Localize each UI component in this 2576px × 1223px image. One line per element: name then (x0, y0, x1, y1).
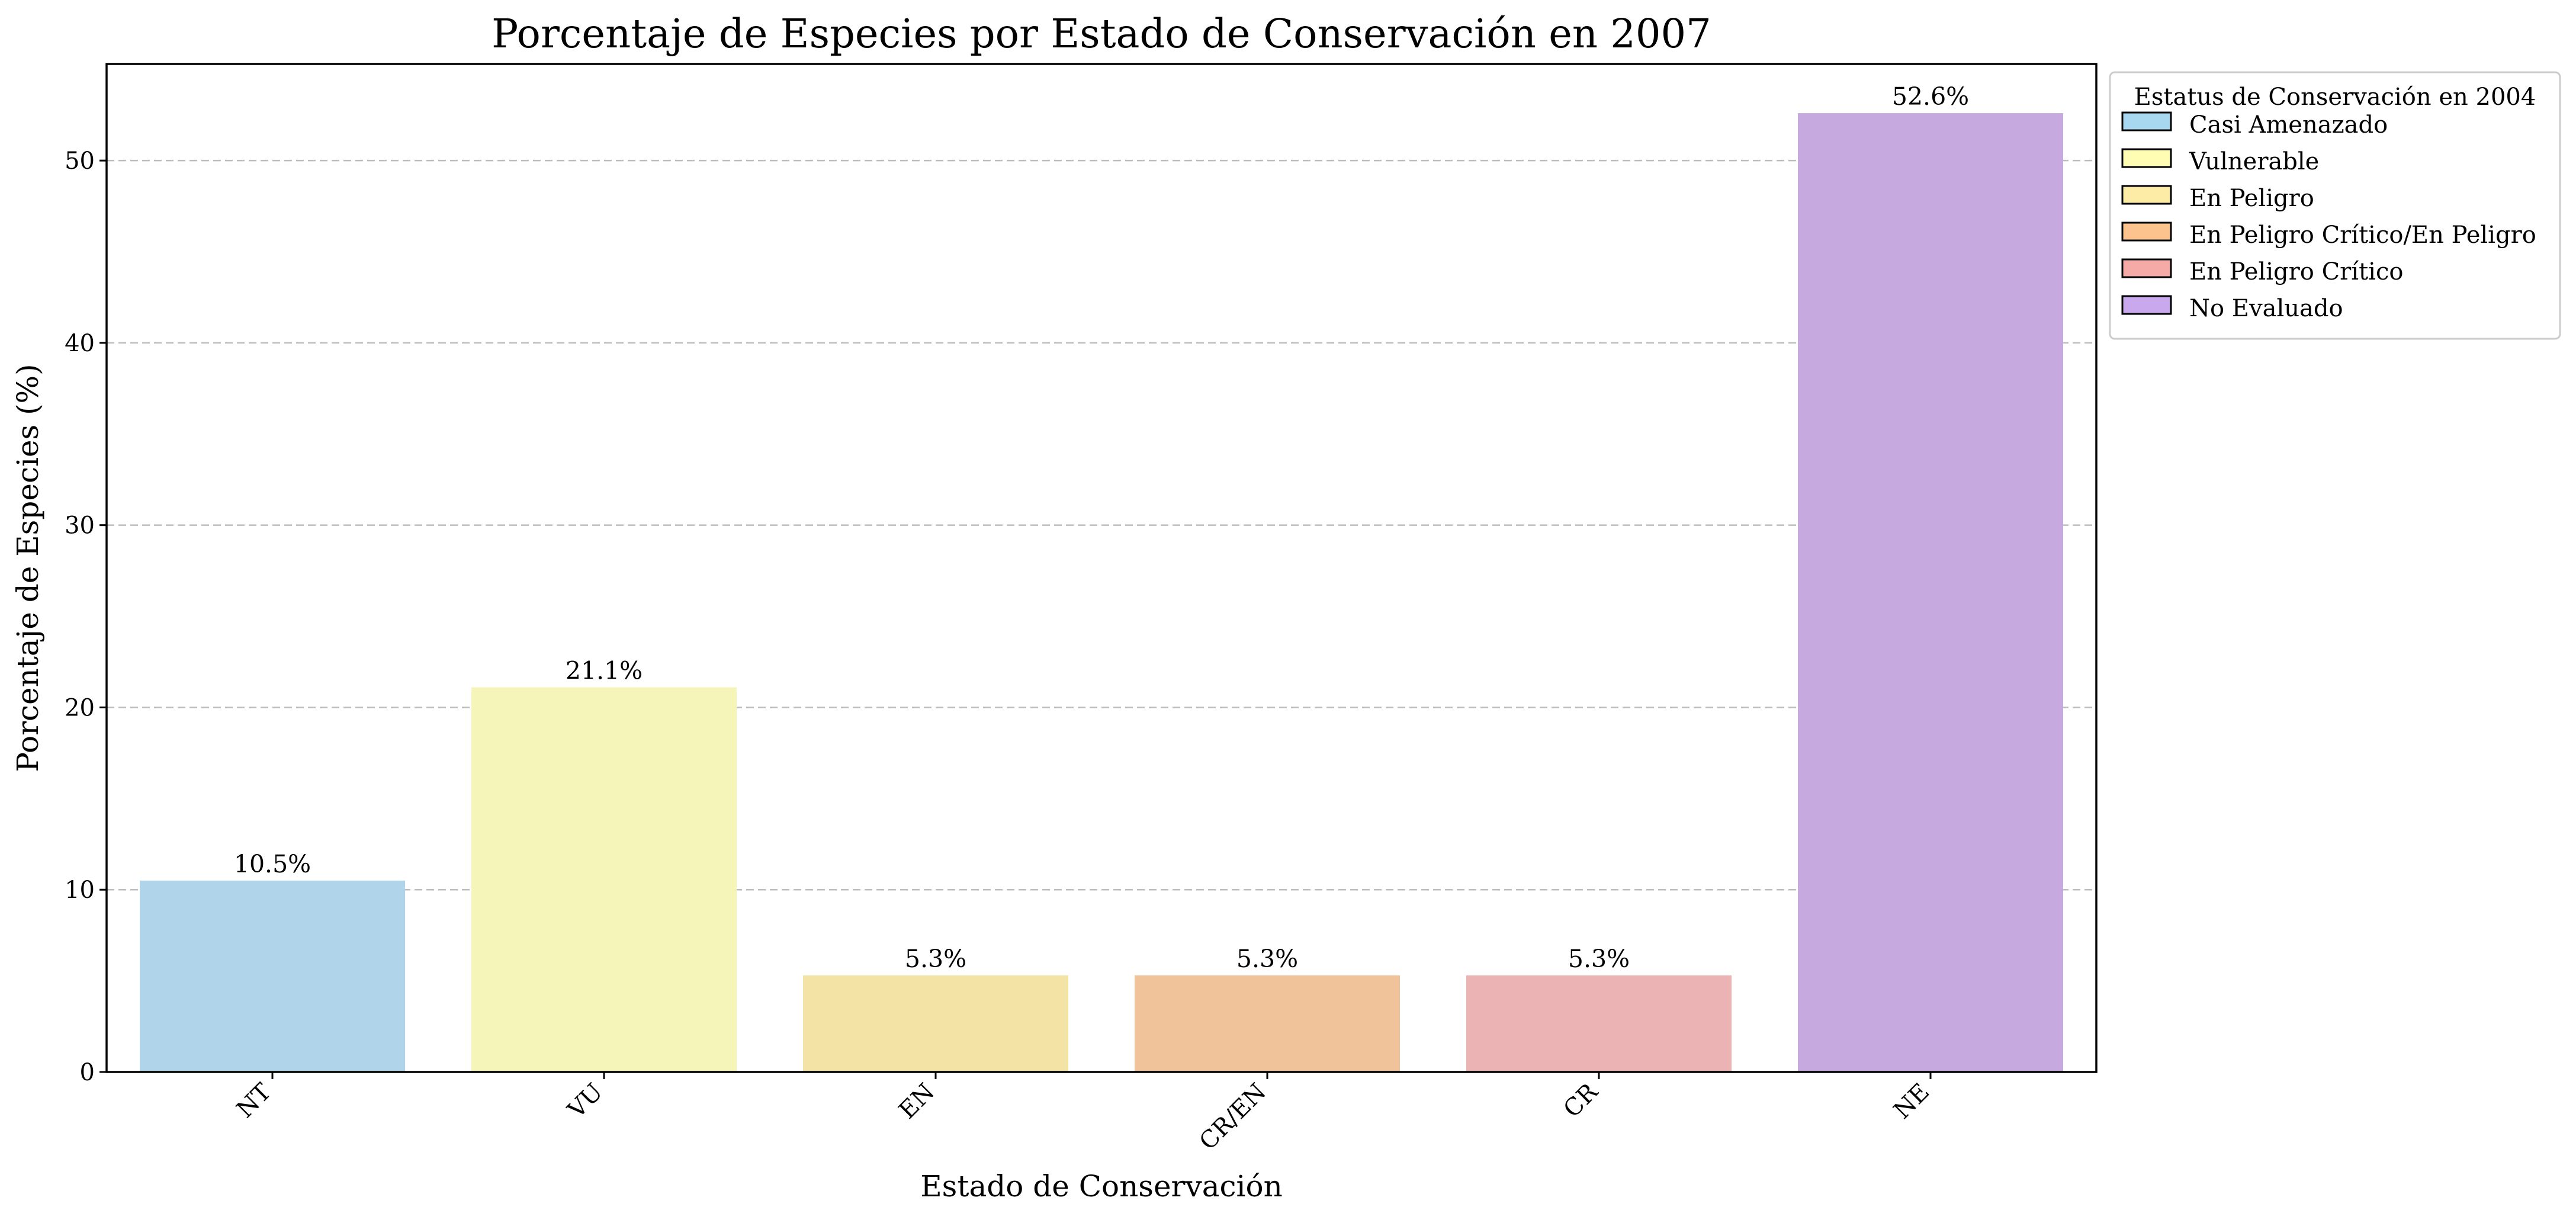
data-labels: 10.5% 21.1% 5.3% 5.3% 5.3% 52.6% (234, 82, 1969, 973)
bar-value-label: 21.1% (566, 657, 643, 685)
bar-vu (471, 687, 737, 1072)
x-tick-label: NT (232, 1078, 277, 1123)
legend-box (2109, 71, 2561, 340)
legend-entries: Casi Amenazado Vulnerable En Peligro En Pel… (2121, 111, 2536, 322)
bar-nt (140, 880, 405, 1072)
legend-swatch (2121, 148, 2172, 168)
bar-value-label: 5.3% (1236, 945, 1298, 973)
legend-swatch (2121, 222, 2172, 242)
bar-value-label: 10.5% (234, 850, 311, 878)
x-axis-label: Estado de Conservación (920, 1169, 1283, 1203)
legend-swatch (2121, 295, 2172, 315)
bar-value-label: 52.6% (1892, 82, 1969, 111)
legend-entry-label: Vulnerable (2189, 148, 2319, 175)
legend-entry-label: En Peligro Crítico/En Peligro (2189, 222, 2536, 249)
bar-en (803, 975, 1068, 1072)
legend: Estatus de Conservación en 2004 Casi Ame… (2109, 71, 2561, 340)
legend-swatch (2121, 185, 2172, 205)
bar-value-label: 5.3% (1568, 945, 1630, 973)
x-tick-label: NE (1888, 1078, 1935, 1125)
y-axis-label: Porcentaje de Especies (%) (11, 364, 45, 772)
y-axis-ticks: 0 10 20 30 40 50 (65, 147, 107, 1086)
plot-area-frame (105, 63, 2098, 1073)
y-tick-label: 10 (65, 877, 95, 904)
bars (140, 113, 2063, 1072)
bar-cr-en (1135, 975, 1400, 1072)
y-tick-label: 40 (65, 330, 95, 357)
x-tick-label: EN (894, 1078, 940, 1125)
y-tick-label: 30 (65, 512, 95, 540)
y-tick-label: 20 (65, 694, 95, 721)
y-tick-label: 50 (65, 147, 95, 175)
legend-swatch (2121, 258, 2172, 278)
gridlines (107, 159, 2096, 891)
legend-entry-label: Casi Amenazado (2189, 111, 2388, 139)
bar-cr (1466, 975, 1732, 1072)
legend-entry-label: En Peligro (2189, 185, 2314, 212)
legend-title: Estatus de Conservación en 2004 (2134, 84, 2536, 111)
x-axis-ticks: NT VU EN CR/EN CR NE (232, 1072, 1935, 1155)
bar-value-label: 5.3% (905, 945, 966, 973)
legend-entry-label: En Peligro Crítico (2189, 258, 2403, 285)
y-tick-label: 0 (80, 1059, 95, 1086)
bar-ne (1798, 113, 2063, 1072)
x-tick-label: CR/EN (1194, 1078, 1271, 1155)
legend-swatch (2121, 111, 2172, 131)
chart-title: Porcentaje de Especies por Estado de Con… (492, 11, 1711, 57)
x-tick-label: VU (563, 1078, 609, 1125)
x-tick-label: CR (1559, 1077, 1604, 1123)
legend-entry-label: No Evaluado (2189, 295, 2343, 322)
